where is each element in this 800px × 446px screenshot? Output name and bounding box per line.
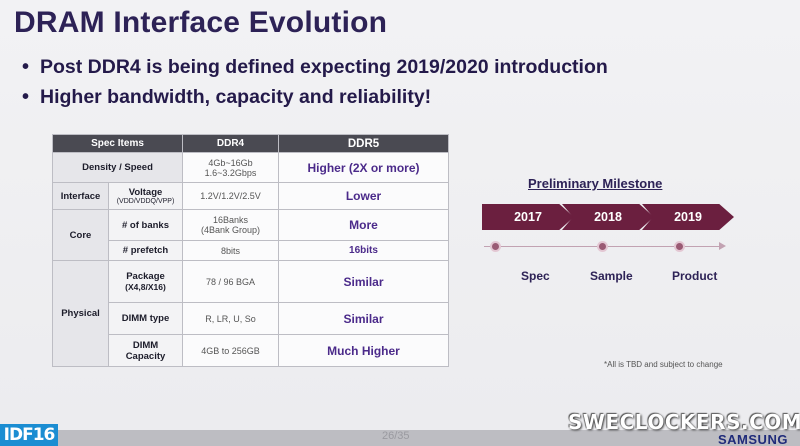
milestone-arrow-2019: 2019 [642, 204, 734, 230]
ddr4-voltage: 1.2V/1.2V/2.5V [182, 182, 279, 210]
ddr4-speed-range: 1.6~3.2Gbps [204, 167, 257, 178]
table-row: DIMM Capacity 4GB to 256GB Much Higher [53, 334, 449, 367]
milestone-label-product: Product [672, 269, 718, 283]
ddr5-voltage: Lower [278, 182, 449, 210]
table-row: DIMM type R, LR, U, So Similar [53, 302, 449, 335]
group-interface: Interface [52, 182, 109, 210]
ddr4-package: 78 / 96 BGA [182, 260, 279, 303]
slide-title: DRAM Interface Evolution [14, 6, 388, 39]
milestone-arrow-2017: 2017 [482, 204, 574, 230]
bullet-dot-icon: • [22, 55, 30, 78]
milestone-label-sample: Sample [590, 269, 633, 283]
idf-logo: IDF16 [0, 424, 58, 446]
package-sublabel: (X4,8/X16) [125, 282, 166, 292]
watermark: SWECLOCKERS.COM [568, 410, 800, 434]
slide: DRAM Interface Evolution • Post DDR4 is … [0, 0, 800, 430]
table-row: Interface Voltage (VDD/VDDQ/VPP) 1.2V/1.… [52, 182, 449, 210]
timeline-node-icon [674, 241, 685, 252]
bullet-item: • Higher bandwidth, capacity and reliabi… [22, 82, 608, 112]
row-item-density: Density / Speed [52, 152, 183, 183]
ddr4-banks: 16Banks (4Bank Group) [182, 209, 279, 241]
timeline-arrowhead-icon [719, 242, 726, 250]
bullet-text: Higher bandwidth, capacity and reliabili… [40, 85, 432, 108]
table-row: Core # of banks 16Banks (4Bank Group) Mo… [52, 209, 449, 261]
package-label: Package [126, 271, 165, 282]
timeline-node-icon [490, 241, 501, 252]
ddr5-prefetch: 16bits [278, 240, 449, 261]
samsung-logo: SAMSUNG [718, 432, 788, 446]
table-header-row: Spec Items DDR4 DDR5 [52, 134, 449, 153]
table-row: Physical Package (X4,8/X16) 78 / 96 BGA … [52, 260, 449, 367]
ddr4-dimm-type: R, LR, U, So [182, 302, 279, 335]
row-item-dimm-type: DIMM type [108, 302, 183, 335]
ddr5-dimm-capacity: Much Higher [278, 334, 449, 367]
header-ddr4: DDR4 [182, 134, 279, 153]
bullet-item: • Post DDR4 is being defined expecting 2… [22, 52, 608, 82]
slide-footer [0, 430, 800, 446]
row-item-package: Package (X4,8/X16) [108, 260, 183, 303]
milestone-title: Preliminary Milestone [528, 176, 663, 191]
row-item-banks: # of banks [108, 209, 183, 241]
bullet-list: • Post DDR4 is being defined expecting 2… [22, 52, 608, 112]
ddr5-dimm-type: Similar [278, 302, 449, 335]
page-number: 26/35 [382, 430, 410, 442]
ddr5-banks: More [278, 209, 449, 241]
ddr4-dimm-capacity: 4GB to 256GB [182, 334, 279, 367]
spec-table: Spec Items DDR4 DDR5 Density / Speed 4Gb… [52, 134, 449, 367]
voltage-label: Voltage [128, 187, 163, 198]
bullet-dot-icon: • [22, 85, 30, 108]
disclaimer-note: *All is TBD and subject to change [604, 360, 723, 369]
voltage-sublabel: (VDD/VDDQ/VPP) [116, 198, 175, 205]
ddr5-package: Similar [278, 260, 449, 303]
bullet-text: Post DDR4 is being defined expecting 201… [40, 55, 608, 78]
timeline-node-icon [597, 241, 608, 252]
group-core: Core [52, 209, 109, 261]
ddr4-density: 4Gb~16Gb 1.6~3.2Gbps [182, 152, 279, 183]
dimm-capacity-label-2: Capacity [125, 350, 166, 362]
group-physical: Physical [52, 260, 109, 367]
table-row: # prefetch 8bits 16bits [53, 240, 449, 261]
ddr4-prefetch: 8bits [182, 240, 279, 261]
header-spec-items: Spec Items [52, 134, 183, 153]
row-item-dimm-capacity: DIMM Capacity [108, 334, 183, 367]
ddr4-banks-count: 16Banks [212, 215, 249, 225]
ddr4-bank-groups: (4Bank Group) [200, 225, 261, 235]
milestone-label-spec: Spec [521, 269, 550, 283]
table-row: Density / Speed 4Gb~16Gb 1.6~3.2Gbps Hig… [52, 152, 449, 183]
row-item-voltage: Voltage (VDD/VDDQ/VPP) [108, 182, 183, 210]
header-ddr5: DDR5 [278, 134, 449, 153]
ddr5-density: Higher (2X or more) [278, 152, 449, 183]
row-item-prefetch: # prefetch [108, 240, 183, 261]
milestone-arrow-2018: 2018 [562, 204, 654, 230]
dimm-capacity-label-1: DIMM [132, 339, 159, 351]
ddr4-density-range: 4Gb~16Gb [208, 157, 253, 168]
